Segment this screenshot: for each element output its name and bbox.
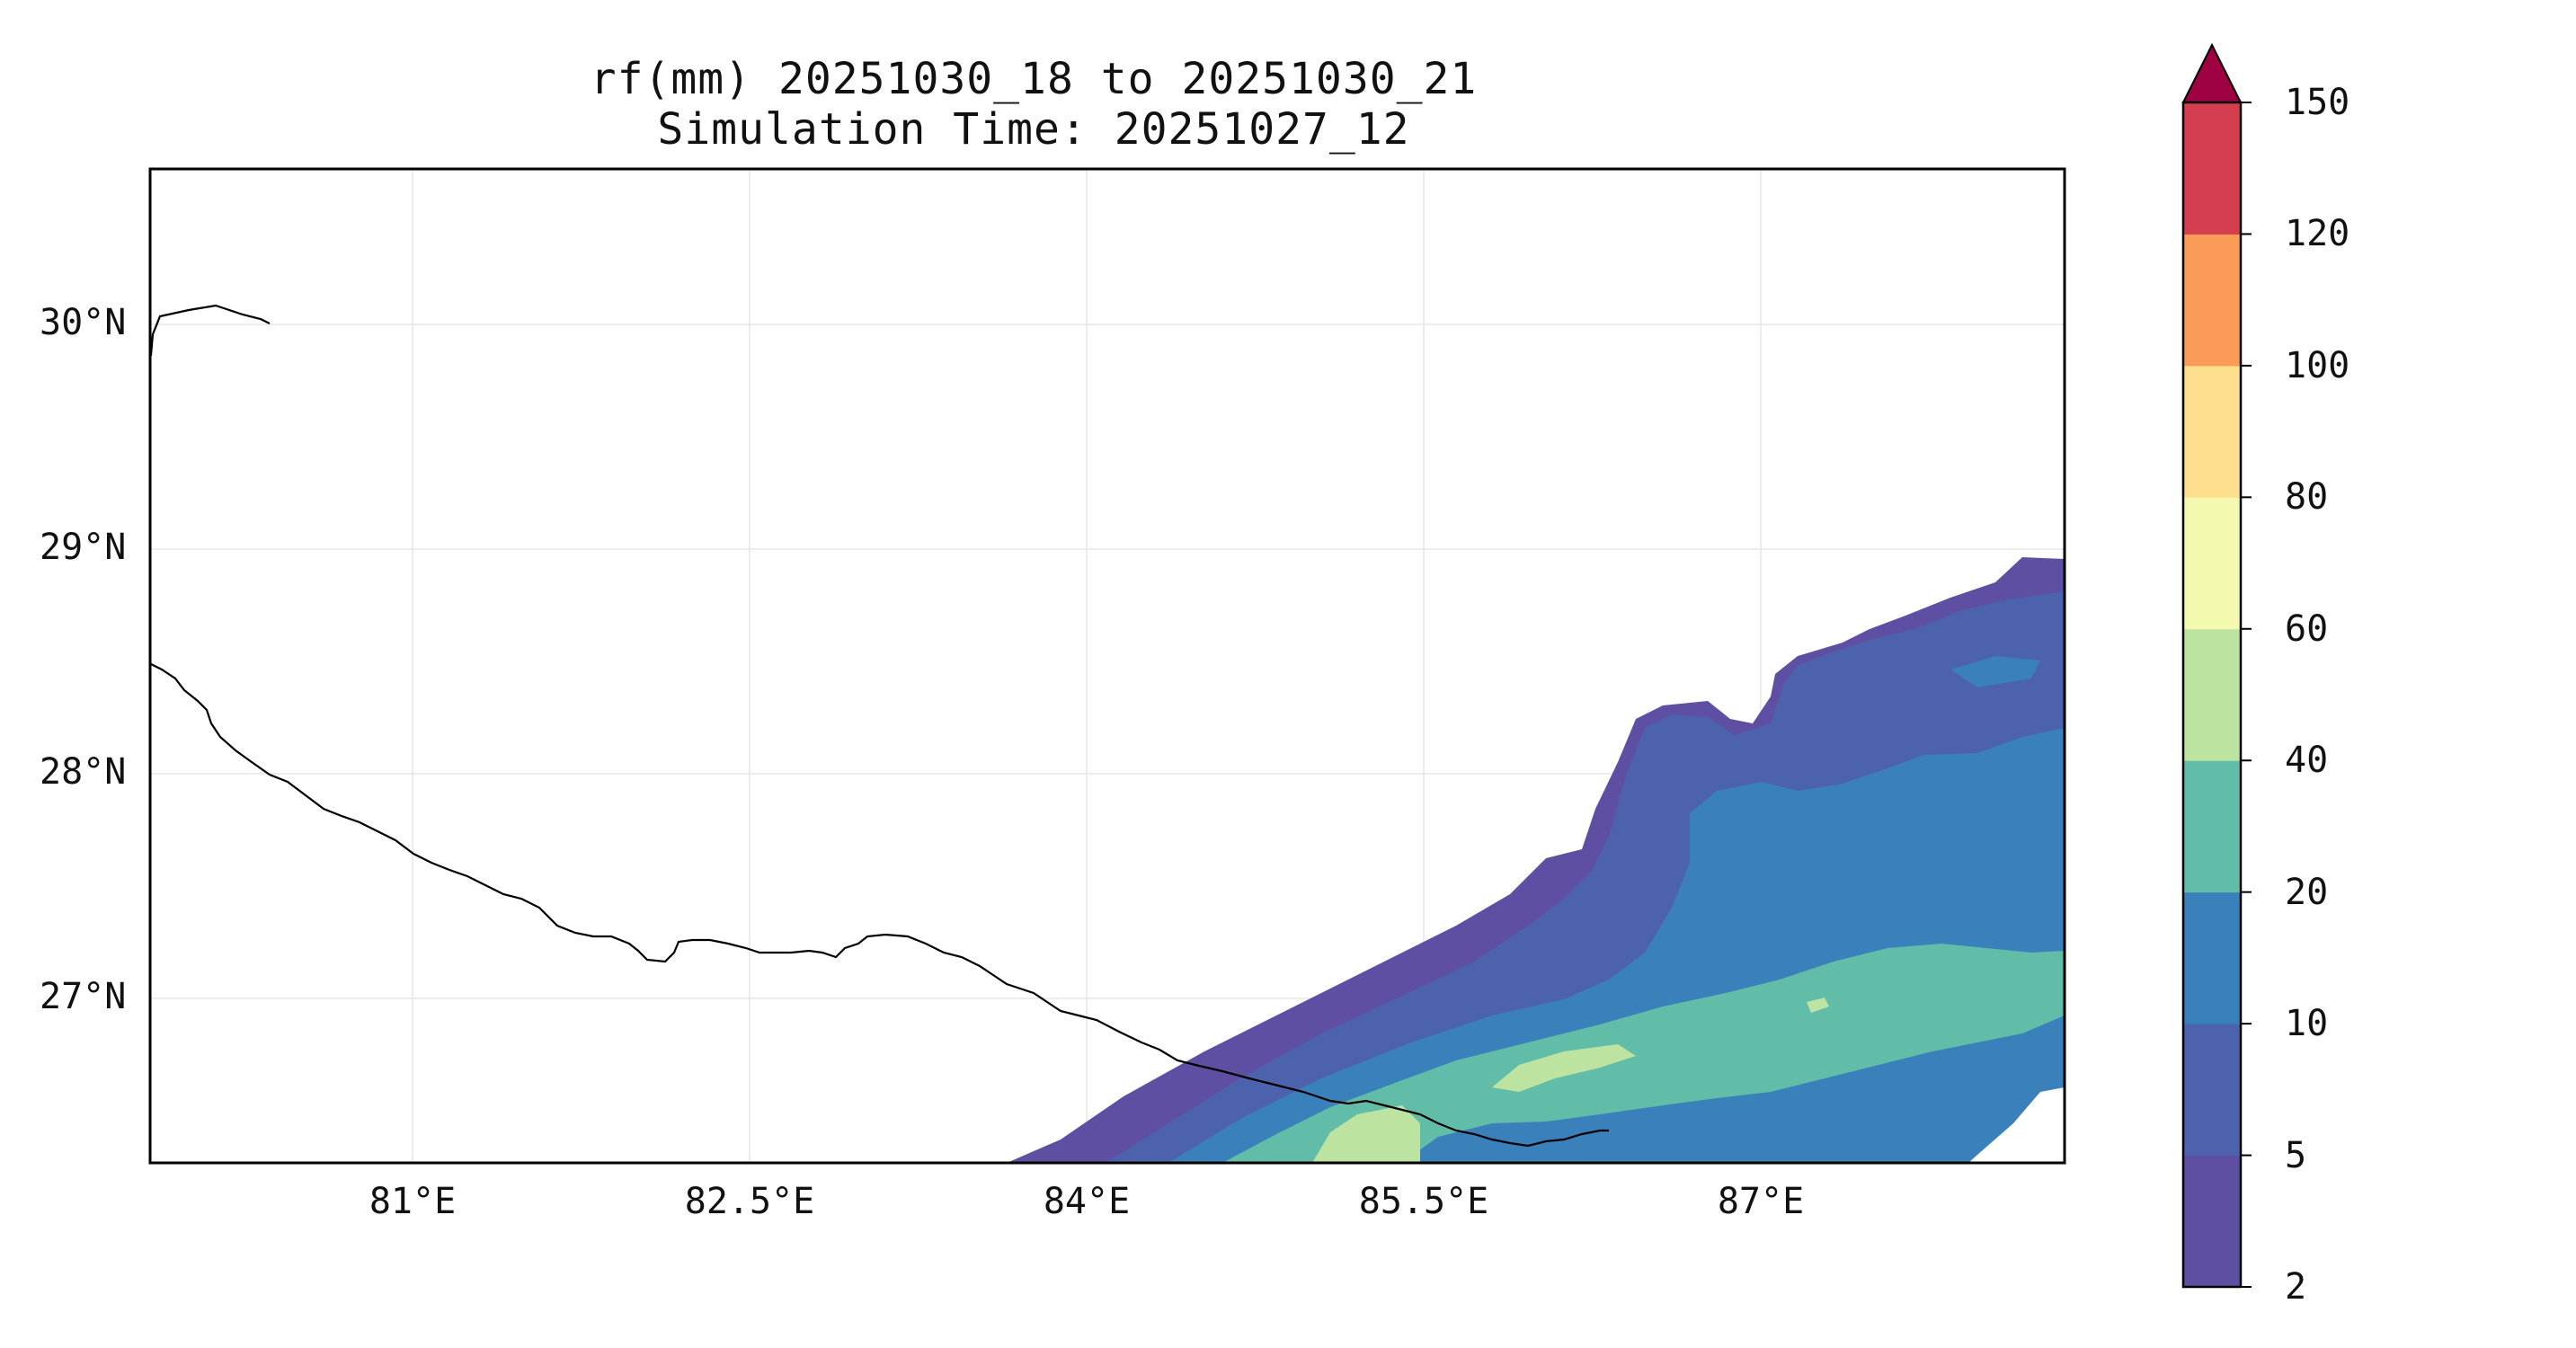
border-outline [150, 304, 1609, 1148]
x-tick-label: 81°E [369, 1181, 457, 1222]
colorbar-tick-label: 5 [2285, 1134, 2307, 1176]
colorbar-extend-triangle [2181, 42, 2243, 103]
colorbar-segment [2183, 1024, 2241, 1157]
chart-subtitle: Simulation Time: 20251027_12 [657, 104, 1410, 155]
map-frame [148, 167, 2066, 1165]
rainfall-field [1007, 557, 2065, 1163]
colorbar-tick-label: 2 [2285, 1266, 2307, 1308]
x-tick-label: 85.5°E [1358, 1181, 1489, 1222]
colorbar-segment [2183, 365, 2241, 498]
colorbar-tick-label: 60 [2285, 607, 2329, 650]
y-tick-label: 28°N [40, 751, 127, 793]
colorbar-tick-label: 120 [2285, 213, 2350, 255]
colorbar-tick-label: 40 [2285, 740, 2329, 782]
rainfall-40mm [1312, 1105, 1420, 1163]
colorbar-segment [2183, 891, 2241, 1024]
colorbar-tick-label: 150 [2285, 82, 2350, 123]
colorbar [2181, 42, 2252, 1289]
colorbar-tick-label: 20 [2285, 871, 2329, 913]
colorbar-segment [2183, 497, 2241, 630]
y-tick-label: 30°N [40, 302, 127, 343]
y-tick-label: 29°N [40, 527, 127, 568]
nepal-border [150, 304, 1609, 1148]
colorbar-segment [2183, 628, 2241, 761]
rainfall-20mm [1222, 944, 2065, 1163]
no-rain-gap [1968, 1087, 2065, 1163]
colorbar-frame [2181, 101, 2243, 1289]
colorbar-segment [2183, 102, 2241, 235]
rainfall-40mm-band [1492, 1044, 1636, 1092]
colorbar-tick-label: 80 [2285, 476, 2329, 519]
rainfall-10mm-pocket [1950, 656, 2040, 687]
x-tick-label: 87°E [1717, 1181, 1805, 1222]
colorbar-segment [2183, 760, 2241, 893]
rainfall-40mm-dot [1807, 998, 1829, 1013]
colorbar-tick-label: 10 [2285, 1003, 2329, 1045]
x-tick-label: 84°E [1043, 1181, 1131, 1222]
y-tick-label: 27°N [40, 976, 127, 1017]
x-tick-label: 82.5°E [684, 1181, 815, 1222]
colorbar-segment [2183, 1155, 2241, 1288]
colorbar-segment [2183, 234, 2241, 367]
colorbar-tick-label: 100 [2285, 344, 2350, 386]
chart-title: rf(mm) 20251030_18 to 20251030_21 [590, 54, 1478, 104]
